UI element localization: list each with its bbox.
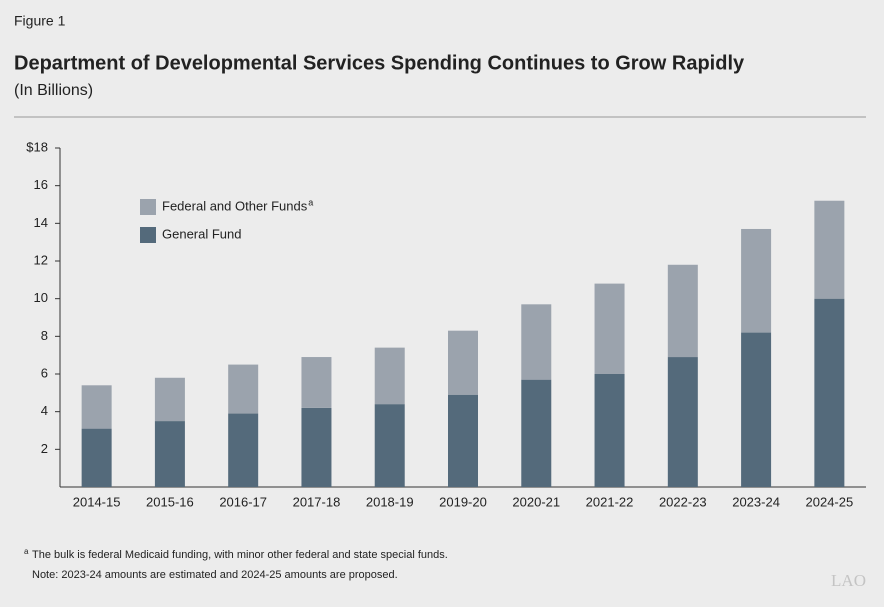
- y-tick-label: 12: [34, 252, 48, 267]
- chart-subtitle: (In Billions): [14, 82, 93, 99]
- y-tick-label: $18: [26, 139, 48, 154]
- x-tick-label: 2023-24: [732, 494, 780, 509]
- bar-segment: [228, 364, 259, 414]
- y-tick-label: 14: [34, 215, 48, 230]
- x-tick-label: 2014-15: [73, 494, 121, 509]
- x-tick-label: 2018-19: [366, 494, 414, 509]
- bar-segment: [667, 264, 698, 358]
- x-tick-label: 2019-20: [439, 494, 487, 509]
- legend-label: Federal and Other Funds: [162, 198, 308, 213]
- x-tick-label: 2024-25: [806, 494, 854, 509]
- bar-segment: [448, 330, 478, 395]
- bar-segment: [521, 304, 552, 380]
- note: Note: 2023-24 amounts are estimated and …: [32, 569, 398, 581]
- x-tick-label: 2021-22: [586, 494, 634, 509]
- bar-segment: [521, 379, 552, 487]
- bar-segment: [814, 298, 845, 487]
- bar-segment: [228, 413, 259, 487]
- legend-footnote-marker: a: [308, 197, 313, 207]
- chart-title: Department of Developmental Services Spe…: [14, 52, 745, 74]
- bar-segment: [374, 404, 405, 487]
- bar-segment: [154, 377, 185, 422]
- bar-segment: [81, 428, 112, 487]
- bar-segment: [741, 228, 772, 333]
- bar-segment: [594, 283, 625, 374]
- footnote-marker: a: [24, 547, 29, 556]
- figure-label: Figure 1: [14, 13, 66, 29]
- footnote: The bulk is federal Medicaid funding, wi…: [32, 549, 448, 561]
- bar-segment: [448, 394, 478, 487]
- legend-swatch: [140, 199, 156, 215]
- x-tick-label: 2015-16: [146, 494, 194, 509]
- bar-segment: [154, 421, 185, 487]
- bar-segment: [594, 374, 625, 487]
- y-tick-label: 6: [41, 365, 48, 380]
- y-tick-label: 16: [34, 177, 48, 192]
- bar-segment: [81, 385, 112, 429]
- y-tick-label: 2: [41, 441, 48, 456]
- y-tick-label: 4: [41, 403, 48, 418]
- x-tick-label: 2017-18: [293, 494, 341, 509]
- bar-segment: [667, 357, 698, 487]
- bar-segment: [814, 200, 845, 299]
- legend-label: General Fund: [162, 226, 242, 241]
- bar-segment: [374, 347, 405, 405]
- logo: LAO: [831, 571, 866, 590]
- bar-segment: [741, 332, 772, 487]
- legend-swatch: [140, 227, 156, 243]
- bar-segment: [301, 407, 332, 487]
- y-tick-label: 10: [34, 290, 48, 305]
- x-tick-label: 2022-23: [659, 494, 707, 509]
- bar-segment: [301, 357, 332, 408]
- x-tick-label: 2020-21: [512, 494, 560, 509]
- y-tick-label: 8: [41, 328, 48, 343]
- x-tick-label: 2016-17: [219, 494, 267, 509]
